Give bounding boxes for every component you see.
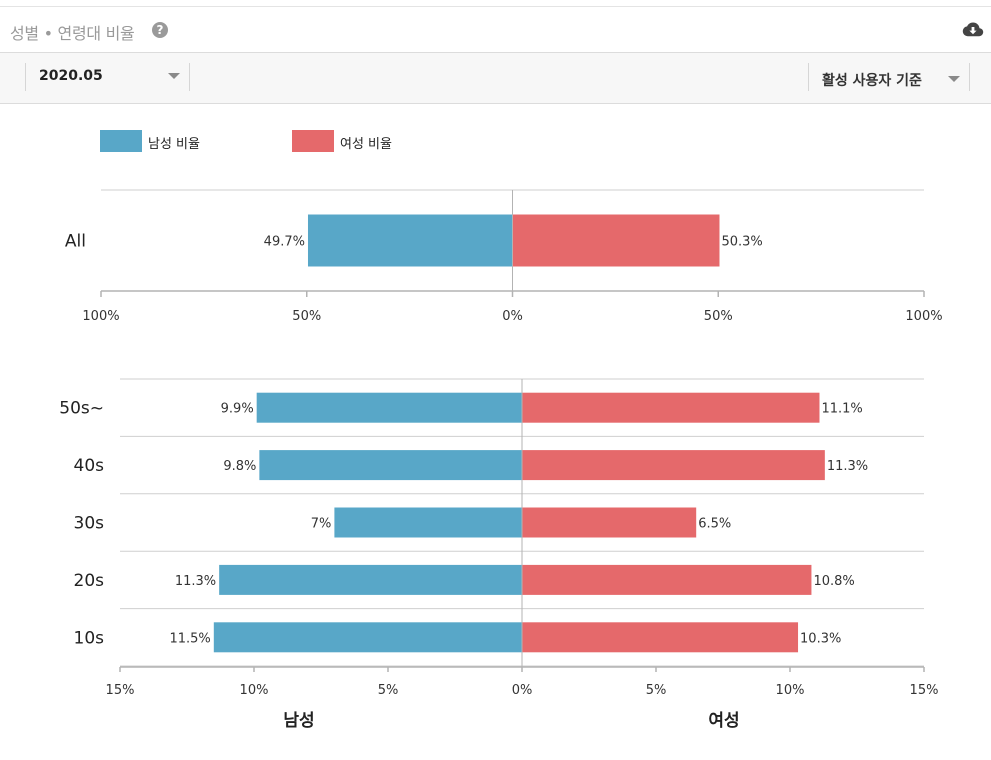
month-select-value: 2020.05: [39, 68, 103, 84]
x-axis-label-male: 남성: [283, 711, 314, 731]
bar-female: [522, 450, 825, 481]
x-tick-label: 50%: [292, 309, 321, 324]
bar-male: [307, 214, 513, 267]
category-label: 40s: [74, 456, 105, 476]
data-label-female: 10.8%: [813, 574, 854, 589]
help-icon[interactable]: ?: [152, 22, 168, 38]
x-tick-label: 0%: [512, 683, 533, 698]
data-label-male: 9.8%: [223, 459, 256, 474]
x-tick-label: 10%: [776, 683, 805, 698]
data-label-male: 49.7%: [264, 235, 305, 250]
chevron-down-icon: [168, 73, 180, 79]
page-title: 성별 • 연령대 비율: [10, 24, 135, 43]
data-label-female: 50.3%: [721, 235, 762, 250]
bar-male: [259, 450, 522, 481]
bar-male: [256, 392, 522, 423]
divider: [808, 63, 809, 91]
bar-female: [512, 214, 720, 267]
category-label: 20s: [74, 571, 105, 591]
x-tick-label: 15%: [910, 683, 939, 698]
card-header: 성별 • 연령대 비율 ?: [0, 7, 991, 53]
basis-select[interactable]: 활성 사용자 기준: [808, 53, 970, 103]
bar-male: [219, 564, 522, 595]
divider: [189, 63, 190, 91]
x-tick-label: 100%: [905, 309, 942, 324]
month-select[interactable]: 2020.05: [26, 53, 190, 103]
x-tick-label: 5%: [646, 683, 667, 698]
bar-male: [213, 622, 523, 653]
data-label-female: 10.3%: [800, 631, 841, 646]
category-label: 30s: [74, 514, 105, 534]
x-tick-label: 100%: [82, 309, 119, 324]
x-tick-label: 0%: [502, 309, 523, 324]
legend-label-female: 여성 비율: [340, 137, 392, 152]
data-label-female: 11.3%: [827, 459, 868, 474]
cloud-download-icon[interactable]: [962, 21, 984, 39]
bar-female: [522, 392, 820, 423]
data-label-male: 11.5%: [169, 631, 210, 646]
data-label-male: 7%: [311, 517, 332, 532]
top-rule: [0, 6, 991, 7]
x-tick-label: 50%: [704, 309, 733, 324]
category-label: 50s~: [59, 399, 104, 419]
data-label-male: 9.9%: [221, 402, 254, 417]
divider: [25, 63, 26, 91]
filter-toolbar: 2020.05 활성 사용자 기준: [0, 53, 991, 104]
x-axis-label-female: 여성: [708, 711, 739, 731]
bar-male: [334, 507, 522, 538]
data-label-female: 11.1%: [821, 402, 862, 417]
divider: [969, 63, 970, 91]
legend-swatch-female: [292, 130, 334, 152]
x-tick-label: 10%: [240, 683, 269, 698]
category-label: 10s: [74, 628, 105, 648]
chevron-down-icon: [948, 76, 960, 82]
category-label: All: [65, 232, 86, 252]
data-label-male: 11.3%: [175, 574, 216, 589]
x-tick-label: 15%: [106, 683, 135, 698]
bar-female: [522, 622, 799, 653]
basis-select-value: 활성 사용자 기준: [822, 73, 922, 89]
legend-swatch-male: [100, 130, 142, 152]
legend-label-male: 남성 비율: [148, 137, 200, 152]
data-label-female: 6.5%: [698, 517, 731, 532]
bar-female: [522, 564, 812, 595]
bar-female: [522, 507, 697, 538]
x-tick-label: 5%: [378, 683, 399, 698]
